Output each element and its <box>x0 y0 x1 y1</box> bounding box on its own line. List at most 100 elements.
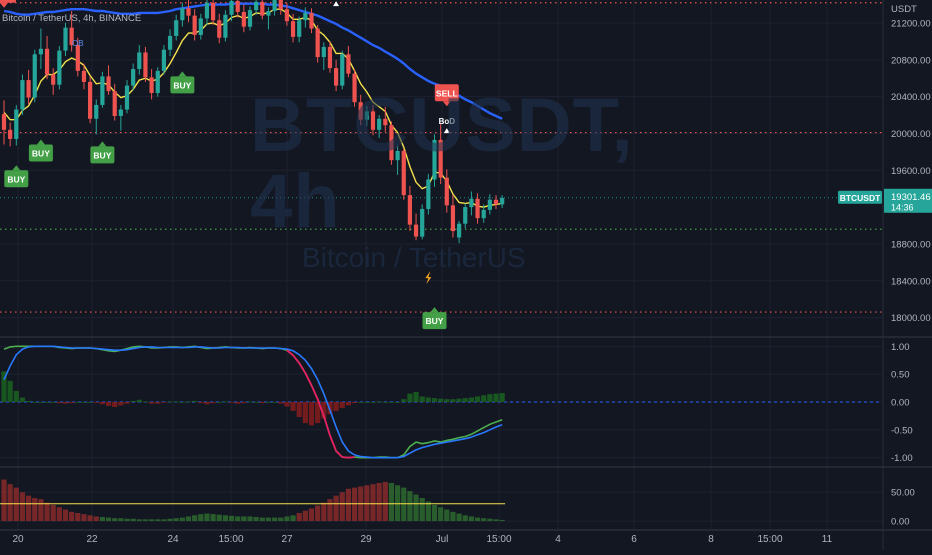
candle <box>493 195 499 209</box>
candle-body <box>235 0 240 12</box>
stochastic-histogram-bar <box>364 402 370 403</box>
candle-body <box>180 8 185 21</box>
oscillator-bar <box>241 516 247 522</box>
oscillator-bar <box>56 507 62 522</box>
oscillator-bar <box>185 516 192 522</box>
candle <box>413 213 419 241</box>
stochastic-histogram-bar <box>278 402 284 404</box>
stochastic-histogram-bar <box>315 402 321 424</box>
buy-signal: BUY <box>28 139 53 162</box>
candle <box>315 24 320 63</box>
oscillator-bar <box>130 518 136 522</box>
candle <box>137 45 142 75</box>
stochastic-histogram-bar <box>155 402 161 404</box>
stochastic-tick-label: -1.00 <box>891 453 913 464</box>
candle-body <box>475 198 480 219</box>
time-tick-label: 4 <box>555 534 561 545</box>
candle-body <box>186 8 191 16</box>
candle-body <box>487 199 492 210</box>
symbol-tag-box <box>838 190 882 204</box>
oscillator-bar <box>38 499 44 522</box>
candle-body <box>377 118 382 130</box>
oscillator-bar <box>364 485 370 522</box>
candle-body <box>395 150 400 161</box>
stochastic-histogram-bar <box>216 402 222 403</box>
candle-body <box>20 80 25 110</box>
fast-moving-average <box>3 8 503 208</box>
oscillator-bar <box>1 479 7 522</box>
candle-body <box>229 0 234 15</box>
candle <box>124 80 130 114</box>
candle <box>81 63 87 90</box>
candle-body <box>254 1 259 11</box>
stochastic-histogram-bar <box>235 402 241 404</box>
candle-body <box>192 15 197 35</box>
candle <box>94 99 99 135</box>
oscillator-bar <box>44 502 50 522</box>
candle <box>407 185 412 232</box>
candle-body <box>444 177 449 206</box>
candle-body <box>8 129 13 140</box>
candle-body <box>364 111 369 120</box>
candle-body <box>309 12 314 29</box>
candle <box>309 8 314 34</box>
oscillator-bar <box>13 487 19 522</box>
candle-body <box>401 150 406 196</box>
oscillator-bar <box>382 481 388 522</box>
candle-body <box>211 2 216 21</box>
signal-box <box>0 0 16 3</box>
oscillator-bar <box>339 492 345 522</box>
oscillator-bar <box>493 519 499 522</box>
oscillator-bar <box>124 518 130 522</box>
stochastic-histogram-bar <box>345 402 351 406</box>
stochastic-tick-label: 0.00 <box>891 398 910 409</box>
oscillator-bar <box>155 519 161 522</box>
candle <box>155 67 160 97</box>
candle-body <box>100 76 105 105</box>
signal-text: BUY <box>426 316 444 326</box>
buy-signal: BUY <box>170 71 195 94</box>
signal-pointer-icon <box>12 165 21 171</box>
oscillator-bar <box>142 519 149 522</box>
price-tick-label: 20400.00 <box>891 92 931 103</box>
candle <box>88 76 93 124</box>
candle-body <box>223 14 228 38</box>
signal-pointer-icon <box>98 141 107 147</box>
oscillator-bar <box>216 514 222 522</box>
oscillator-bar <box>19 492 26 522</box>
candle <box>223 10 228 42</box>
oscillator-bar <box>149 519 155 522</box>
stochastic-histogram-bar <box>142 401 149 403</box>
candle <box>1 100 7 145</box>
candle-body <box>161 49 166 71</box>
time-tick-label: 15:00 <box>218 534 243 545</box>
candle-body <box>247 10 253 27</box>
stochastic-histogram-bar <box>284 402 290 407</box>
candle <box>192 9 197 41</box>
stochastic-histogram-bar <box>395 402 401 403</box>
candle <box>131 63 136 91</box>
stochastic-histogram-bar <box>38 402 44 403</box>
candle <box>401 149 406 200</box>
oscillator-bar <box>450 511 456 522</box>
candle <box>38 28 43 70</box>
candle-body <box>457 223 462 238</box>
candle <box>487 194 492 215</box>
oscillator-pane <box>0 479 882 522</box>
oscillator-bar <box>351 487 358 522</box>
signal-box <box>422 312 447 330</box>
candle <box>106 65 111 95</box>
stochastic-bearish-segment <box>348 456 355 459</box>
order-block-label: OB <box>72 39 84 48</box>
candle-layer <box>1 0 505 244</box>
signal-layer: SELL BUY BUY BUY BUY BoD BoD SELL BUY OB <box>0 0 459 330</box>
oscillator-bar <box>487 518 493 522</box>
stochastic-histogram-bar <box>382 402 388 403</box>
candle-body <box>407 195 412 225</box>
stochastic-histogram-bar <box>32 402 38 403</box>
stochastic-histogram-bar <box>13 390 19 402</box>
stochastic-bearish-segment <box>329 435 337 452</box>
signal-pointer-icon <box>442 101 451 107</box>
